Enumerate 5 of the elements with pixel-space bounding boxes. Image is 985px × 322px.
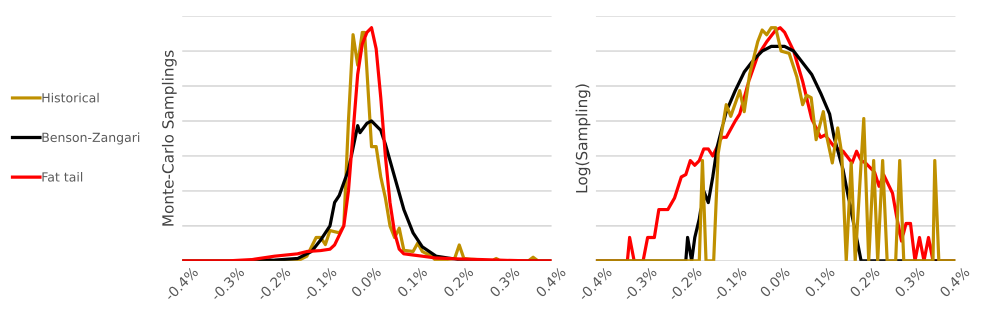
legend-label: Historical	[42, 92, 99, 102]
y-axis-title: Log(Sampling)	[576, 84, 590, 192]
y-axis-title: Monte-Carlo Samplings	[162, 50, 177, 226]
legend-label: Fat tail	[42, 172, 82, 182]
legend-label: Benson-Zangari	[42, 132, 140, 145]
